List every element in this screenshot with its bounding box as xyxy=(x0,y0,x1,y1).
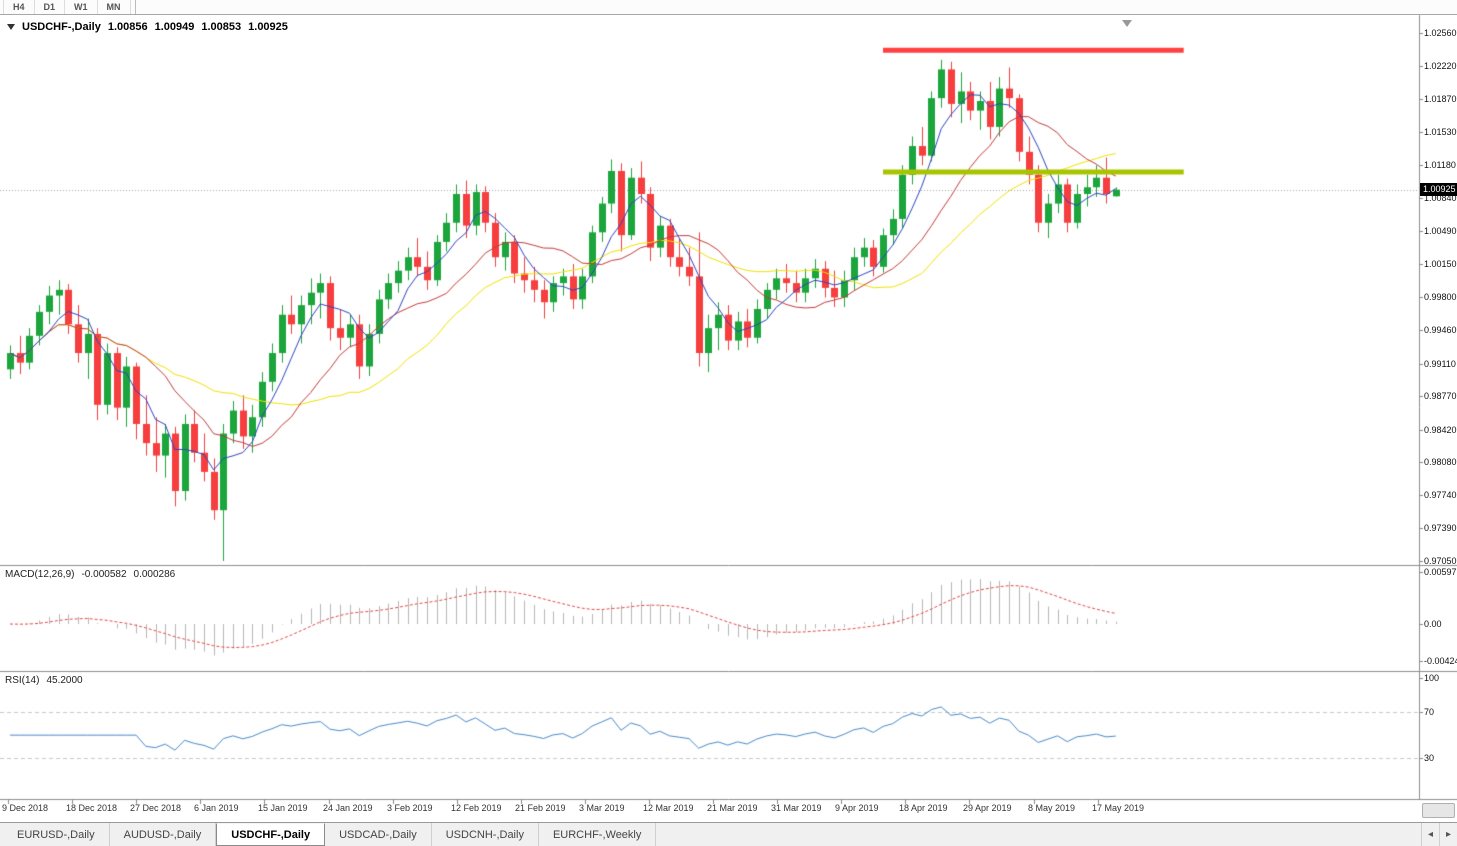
chart-tab-usdcad[interactable]: USDCAD-,Daily xyxy=(325,823,432,846)
macd-signal-value: 0.000286 xyxy=(133,569,176,580)
chart-symbol-label: USDCHF-,Daily xyxy=(22,21,101,33)
ohlc-close-value: 1.00925 xyxy=(248,21,288,33)
timeframe-toolbar: H4 D1 W1 MN xyxy=(0,0,1457,15)
toolbar-separator xyxy=(134,0,136,14)
chart-tab-label: USDCNH-,Daily xyxy=(445,828,524,841)
rsi-value: 45.2000 xyxy=(46,675,83,686)
chart-tab-label: AUDUSD-,Daily xyxy=(123,828,202,841)
chart-tab-audusd[interactable]: AUDUSD-,Daily xyxy=(110,823,217,846)
timeframe-button-w1[interactable]: W1 xyxy=(65,0,98,14)
rsi-indicator-name: RSI(14) xyxy=(5,675,40,686)
chart-tab-eurusd[interactable]: EURUSD-,Daily xyxy=(3,823,110,846)
timeframe-button-d1[interactable]: D1 xyxy=(35,0,66,14)
chart-tab-label: USDCHF-,Daily xyxy=(231,828,311,841)
ohlc-high-value: 1.00949 xyxy=(154,21,195,33)
tab-scroll-left-button[interactable]: ◂ xyxy=(1421,823,1439,846)
tab-scroll-right-button[interactable]: ▸ xyxy=(1439,823,1457,846)
macd-indicator-name: MACD(12,26,9) xyxy=(5,569,75,580)
current-price-badge: 1.00925 xyxy=(1420,183,1457,196)
ohlc-low-value: 1.00853 xyxy=(201,21,242,33)
chart-tab-label: EURUSD-,Daily xyxy=(17,828,95,841)
chart-tab-label: EURCHF-,Weekly xyxy=(552,828,642,841)
chart-tab-eurchf[interactable]: EURCHF-,Weekly xyxy=(539,823,657,846)
chart-ohlc-header: USDCHF-,Daily 1.00856 1.00949 1.00853 1.… xyxy=(7,21,288,33)
timeframe-button-h4[interactable]: H4 xyxy=(3,0,35,14)
chart-tab-label: USDCAD-,Daily xyxy=(339,828,417,841)
rsi-indicator-label: RSI(14) 45.2000 xyxy=(5,675,83,686)
chart-tabs-bar: EURUSD-,Daily AUDUSD-,Daily USDCHF-,Dail… xyxy=(0,822,1457,846)
price-chart-canvas[interactable] xyxy=(0,0,1457,822)
horizontal-scrollbar-thumb[interactable] xyxy=(1422,803,1455,818)
macd-main-value: -0.000582 xyxy=(81,569,127,580)
symbol-dropdown-icon[interactable] xyxy=(7,24,15,30)
ohlc-open-value: 1.00856 xyxy=(107,21,148,33)
chart-shift-icon[interactable] xyxy=(1122,20,1132,27)
tabbar-spacer xyxy=(656,823,1421,846)
chart-tab-usdchf[interactable]: USDCHF-,Daily xyxy=(216,823,326,846)
macd-indicator-label: MACD(12,26,9) -0.000582 0.000286 xyxy=(5,569,175,580)
chart-tab-usdcnh[interactable]: USDCNH-,Daily xyxy=(432,823,539,846)
timeframe-button-mn[interactable]: MN xyxy=(98,0,131,14)
